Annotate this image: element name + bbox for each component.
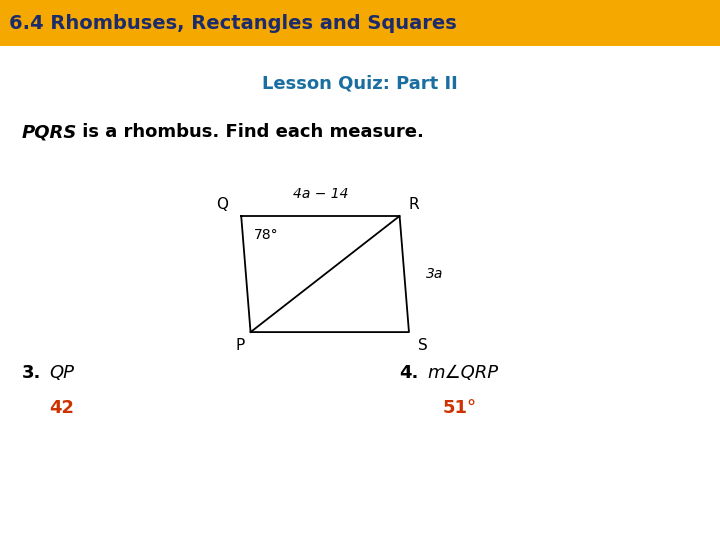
FancyBboxPatch shape [0, 0, 720, 46]
Text: 78°: 78° [254, 228, 279, 242]
Text: 51°: 51° [443, 399, 477, 417]
Text: is a rhombus. Find each measure.: is a rhombus. Find each measure. [76, 123, 423, 141]
Text: 3.: 3. [22, 363, 41, 382]
Text: QP: QP [49, 363, 74, 382]
Text: 4.: 4. [400, 363, 419, 382]
Text: R: R [408, 197, 419, 212]
Text: 4a − 14: 4a − 14 [292, 187, 348, 201]
Text: 3a: 3a [426, 267, 444, 281]
Text: PQRS: PQRS [22, 123, 77, 141]
Text: 42: 42 [49, 399, 74, 417]
Text: Q: Q [216, 197, 228, 212]
Text: m∠QRP: m∠QRP [427, 363, 498, 382]
Text: S: S [418, 338, 428, 353]
Text: 6.4 Rhombuses, Rectangles and Squares: 6.4 Rhombuses, Rectangles and Squares [9, 14, 457, 33]
Text: Lesson Quiz: Part II: Lesson Quiz: Part II [262, 75, 458, 93]
Text: P: P [235, 338, 245, 353]
